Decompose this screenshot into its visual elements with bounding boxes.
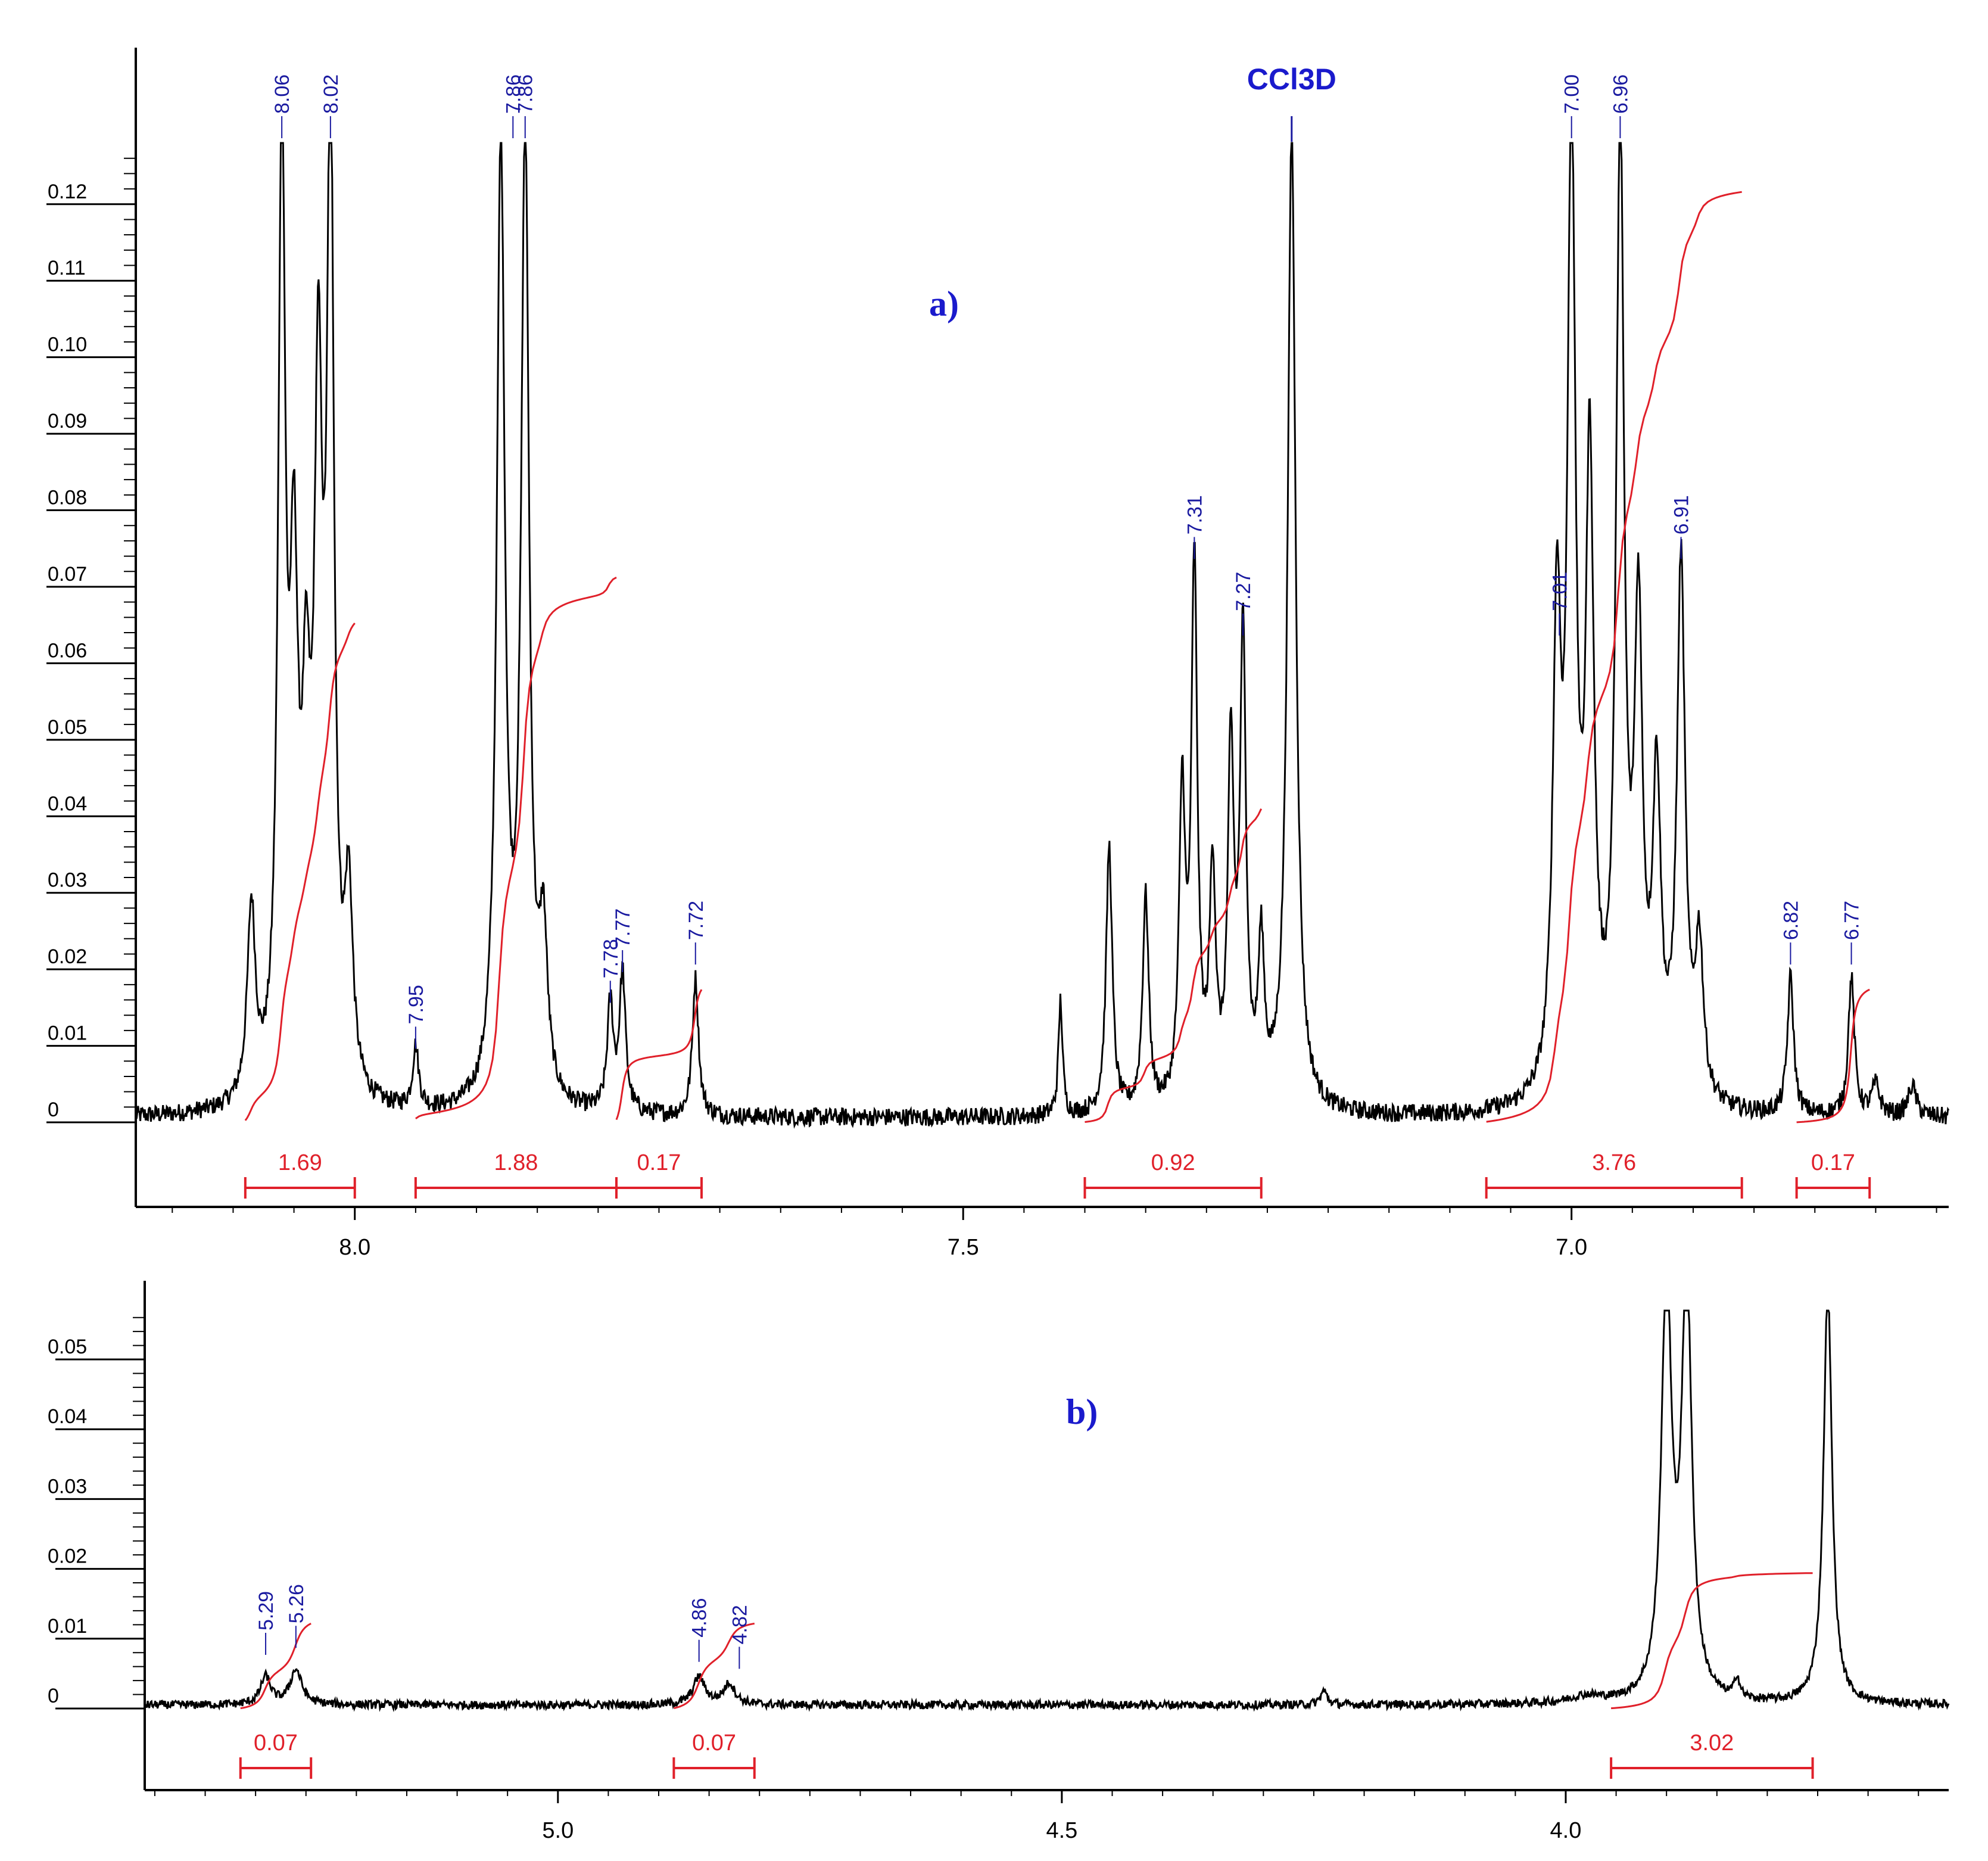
integral-value: 3.02: [1690, 1731, 1734, 1756]
x-tick-label: 5.0: [542, 1818, 574, 1843]
peak-label: 7.78: [600, 939, 622, 978]
peak-label: 4.82: [728, 1605, 751, 1644]
integral-value: 3.76: [1592, 1150, 1636, 1175]
y-tick-label: 0.03: [48, 869, 87, 892]
y-tick-label: 0.05: [48, 716, 87, 739]
panel-b-spectrum: 0 0.01 0.02 0.03 0.04 0.05 5.0 4.5 4.0 0.07 0.07 3.…: [48, 1281, 1950, 1843]
peak-label: 8.06: [271, 74, 294, 114]
integral-curve: [615, 989, 703, 1121]
y-tick-label: 0.09: [48, 410, 87, 432]
y-tick-label: 0.01: [48, 1022, 87, 1045]
integral-value: 1.69: [278, 1150, 322, 1175]
integral-curve: [674, 1622, 755, 1709]
peak-label: 7.95: [405, 985, 428, 1024]
integral-curve: [240, 1623, 311, 1710]
y-tick-label: 0.02: [48, 945, 87, 968]
y-tick-label: 0: [48, 1685, 59, 1707]
peak-label: 7.00: [1561, 74, 1584, 114]
peak-label: 5.29: [255, 1591, 278, 1630]
solvent-label: CCl3D: [1247, 63, 1336, 96]
peak-label: 7.77: [612, 908, 634, 948]
y-tick-label: 0.03: [48, 1475, 87, 1498]
peak-label: 6.96: [1609, 74, 1632, 114]
peak-label: 5.26: [285, 1584, 308, 1623]
integral-value: 0.17: [637, 1150, 681, 1175]
peak-label: 7.72: [685, 901, 708, 940]
y-tick-label: 0.12: [48, 181, 87, 203]
y-tick-label: 0.08: [48, 487, 87, 509]
y-tick-label: 0.01: [48, 1615, 87, 1638]
peak-label: 6.91: [1671, 495, 1693, 534]
integral-value: 0.92: [1151, 1150, 1195, 1175]
y-tick-label: 0.11: [48, 257, 86, 279]
x-tick-label: 4.5: [1046, 1818, 1077, 1843]
peak-label: 7.86: [515, 74, 537, 114]
peak-label: 7.31: [1183, 495, 1206, 534]
y-tick-label: 0: [48, 1098, 59, 1121]
peak-label: 6.77: [1841, 901, 1864, 940]
spectrum-trace: [135, 142, 1950, 1129]
integral-curve: [1796, 988, 1870, 1124]
y-tick-label: 0.04: [48, 1405, 87, 1428]
integral-curve: [244, 623, 356, 1121]
y-tick-label: 0.07: [48, 563, 87, 586]
y-tick-label: 0.04: [48, 792, 87, 815]
x-tick-label: 4.0: [1550, 1818, 1582, 1843]
panel-a-spectrum: 0 0.01 0.02 0.03 0.04 0.05 0.06 0.07 0.08 0.09 0.1…: [46, 48, 1950, 1260]
panel-label: b): [1066, 1392, 1098, 1431]
peak-label: 7.01: [1548, 572, 1571, 611]
peak-label: 4.86: [688, 1598, 711, 1637]
y-tick-label: 0.10: [48, 334, 87, 356]
x-tick-label: 8.0: [339, 1235, 370, 1260]
integral-value: 0.17: [1811, 1150, 1855, 1175]
y-tick-label: 0.06: [48, 639, 87, 662]
peak-label: 7.86: [502, 74, 525, 114]
integral-value: 0.07: [254, 1731, 298, 1756]
integral-curve: [1610, 1572, 1813, 1710]
spectrum-trace: [144, 1309, 1950, 1713]
x-tick-label: 7.5: [948, 1235, 979, 1260]
x-tick-label: 7.0: [1556, 1235, 1587, 1260]
y-tick-label: 0.05: [48, 1336, 87, 1358]
integral-curve: [415, 576, 617, 1119]
peak-label: 8.02: [320, 74, 342, 114]
panel-label: a): [929, 284, 959, 323]
integral-value: 1.88: [494, 1150, 538, 1175]
integral-curve: [1486, 191, 1742, 1123]
integral-curve: [1085, 808, 1263, 1123]
y-tick-label: 0.02: [48, 1545, 87, 1568]
integral-value: 0.07: [692, 1731, 736, 1756]
peak-label: 6.82: [1780, 901, 1802, 940]
peak-label: 7.27: [1232, 572, 1255, 611]
